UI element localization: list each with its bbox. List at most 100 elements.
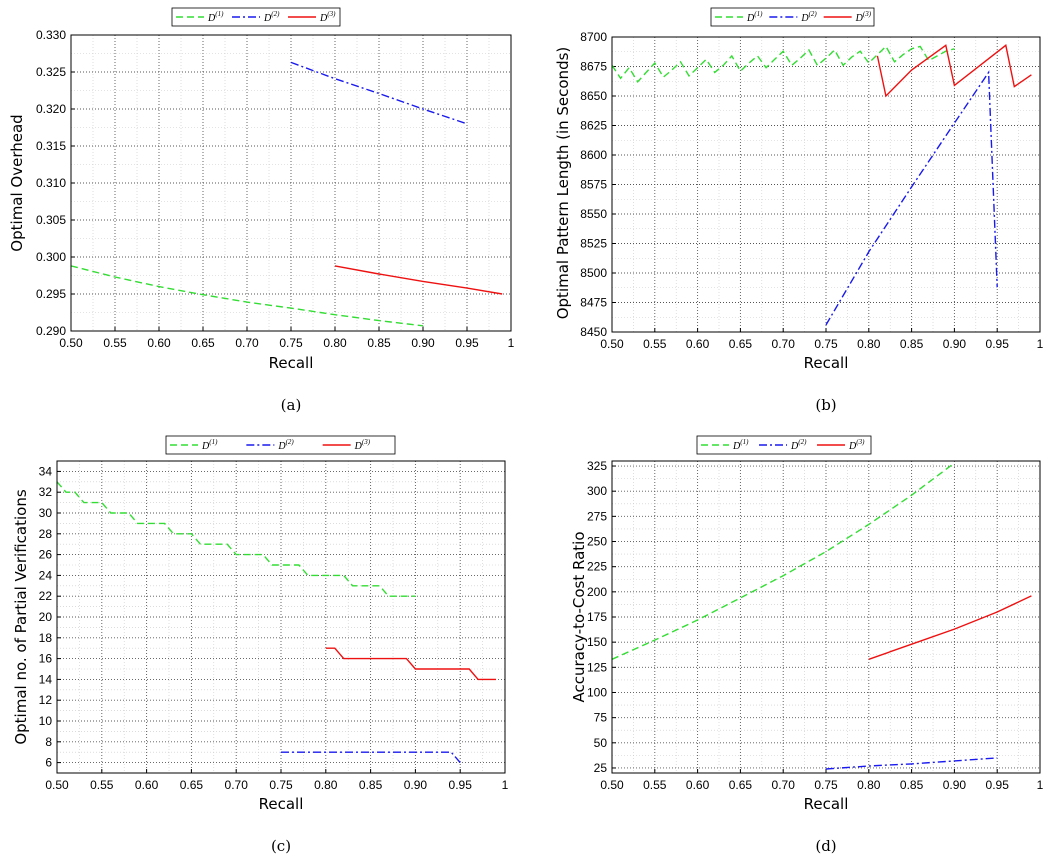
series-line-d1 — [612, 462, 955, 660]
y-tick-label: 100 — [587, 685, 607, 699]
y-tick-label: 8525 — [580, 237, 607, 251]
x-tick-label: 0.75 — [814, 337, 838, 351]
legend-label-sup: (3) — [863, 10, 872, 18]
x-tick-label: 0.65 — [729, 337, 753, 351]
series-line-d2 — [290, 61, 468, 125]
x-tick-label: 0.65 — [180, 778, 204, 792]
y-tick-label: 200 — [587, 585, 607, 599]
y-tick-label: 75 — [594, 711, 608, 725]
y-tick-label: 26 — [39, 548, 53, 562]
x-tick-label: 0.95 — [986, 778, 1010, 792]
y-tick-label: 22 — [39, 589, 53, 603]
y-axis-label: Optimal Pattern Length (in Seconds) — [554, 47, 572, 320]
x-axis-label: Recall — [804, 795, 849, 813]
y-tick-label: 0.315 — [36, 139, 66, 153]
panel-caption: (b) — [815, 396, 836, 414]
y-axis-label: Accuracy-to-Cost Ratio — [570, 531, 588, 702]
panel-caption: (d) — [815, 837, 836, 855]
x-tick-label: 0.85 — [359, 778, 383, 792]
y-tick-label: 0.325 — [36, 65, 66, 79]
x-tick-label: 0.90 — [411, 336, 435, 350]
panel-caption: (a) — [281, 396, 302, 414]
x-tick-label: 0.60 — [686, 337, 710, 351]
y-tick-label: 150 — [587, 635, 607, 649]
series-line-d2 — [281, 751, 461, 764]
plot-frame — [611, 460, 1041, 774]
x-tick-label: 0.90 — [404, 778, 428, 792]
y-tick-label: 16 — [39, 652, 53, 666]
x-tick-label: 0.50 — [59, 336, 83, 350]
x-tick-label: 1 — [508, 336, 515, 350]
y-tick-label: 125 — [587, 660, 607, 674]
x-tick-label: 1 — [502, 778, 509, 792]
y-tick-label: 0.310 — [36, 176, 66, 190]
series-group — [612, 44, 1032, 326]
y-tick-label: 0.330 — [36, 28, 66, 42]
y-tick-label: 8600 — [580, 148, 607, 162]
x-tick-label: 0.50 — [600, 778, 624, 792]
y-tick-label: 12 — [39, 693, 53, 707]
x-tick-label: 0.55 — [643, 337, 667, 351]
x-tick-label: 0.65 — [729, 778, 753, 792]
y-tick-label: 175 — [587, 610, 607, 624]
chart-panel-c: 0.50 0.55 0.60 0.65 0.70 0.75 0.80 0.85 0.90 0.95… — [12, 435, 509, 855]
y-tick-label: 14 — [39, 672, 53, 686]
y-tick-label: 0.320 — [36, 102, 66, 116]
x-axis-label: Recall — [804, 354, 849, 372]
chart-panel-a: 0.50 0.55 0.60 0.65 0.70 0.75 0.80 0.85 0.90 0.95… — [8, 7, 515, 414]
y-tick-label: 0.300 — [36, 250, 66, 264]
series-line-d1 — [57, 481, 416, 597]
x-tick-label: 0.75 — [279, 336, 303, 350]
x-tick-label: 0.60 — [686, 778, 710, 792]
x-axis-label: Recall — [269, 354, 314, 372]
chart-panel-d: 0.50 0.55 0.60 0.65 0.70 0.75 0.80 0.85 0.90 0.95… — [570, 435, 1044, 855]
x-tick-label: 0.80 — [323, 336, 347, 350]
y-tick-label: 0.290 — [36, 324, 66, 338]
series-line-d3 — [325, 647, 496, 681]
y-tick-label: 250 — [587, 535, 607, 549]
y-tick-label: 34 — [39, 464, 53, 478]
y-tick-label: 225 — [587, 560, 607, 574]
x-tick-label: 0.85 — [900, 337, 924, 351]
plot-frame — [56, 460, 506, 774]
y-tick-label: 0.295 — [36, 287, 66, 301]
series-line-d2 — [825, 70, 998, 326]
x-axis-label: Recall — [259, 795, 304, 813]
series-line-d3 — [876, 44, 1032, 98]
y-tick-label: 8550 — [580, 207, 607, 221]
x-tick-label: 0.55 — [90, 778, 114, 792]
legend-label-sup: (2) — [798, 438, 807, 446]
x-tick-label: 0.70 — [772, 337, 796, 351]
y-tick-label: 25 — [594, 761, 608, 775]
x-tick-label: 0.85 — [900, 778, 924, 792]
y-tick-label: 8575 — [580, 178, 607, 192]
y-tick-label: 8650 — [580, 89, 607, 103]
x-tick-label: 0.55 — [103, 336, 127, 350]
y-tick-label: 275 — [587, 509, 607, 523]
x-tick-label: 0.95 — [986, 337, 1010, 351]
series-group — [57, 481, 496, 764]
y-axis-label: Optimal no. of Partial Verifications — [12, 489, 30, 744]
legend-label-sup: (2) — [286, 438, 295, 446]
y-tick-label: 30 — [39, 506, 53, 520]
y-tick-label: 8700 — [580, 30, 607, 44]
x-tick-label: 0.70 — [235, 336, 259, 350]
y-tick-label: 8450 — [580, 325, 607, 339]
y-tick-label: 6 — [45, 756, 52, 770]
y-tick-label: 24 — [39, 568, 53, 582]
y-tick-label: 300 — [587, 484, 607, 498]
x-tick-label: 0.75 — [814, 778, 838, 792]
series-line-d1 — [612, 45, 955, 83]
x-tick-label: 0.90 — [943, 778, 967, 792]
x-tick-label: 0.85 — [367, 336, 391, 350]
legend-label-sup: (1) — [215, 10, 224, 18]
series-line-d3 — [334, 265, 503, 295]
legend-label-sup: (3) — [856, 438, 865, 446]
x-tick-label: 0.60 — [147, 336, 171, 350]
y-tick-label: 28 — [39, 527, 53, 541]
y-tick-label: 10 — [39, 714, 53, 728]
x-tick-label: 0.50 — [600, 337, 624, 351]
legend-label-sup: (2) — [271, 10, 280, 18]
x-tick-label: 0.95 — [449, 778, 473, 792]
x-tick-label: 0.50 — [45, 778, 69, 792]
